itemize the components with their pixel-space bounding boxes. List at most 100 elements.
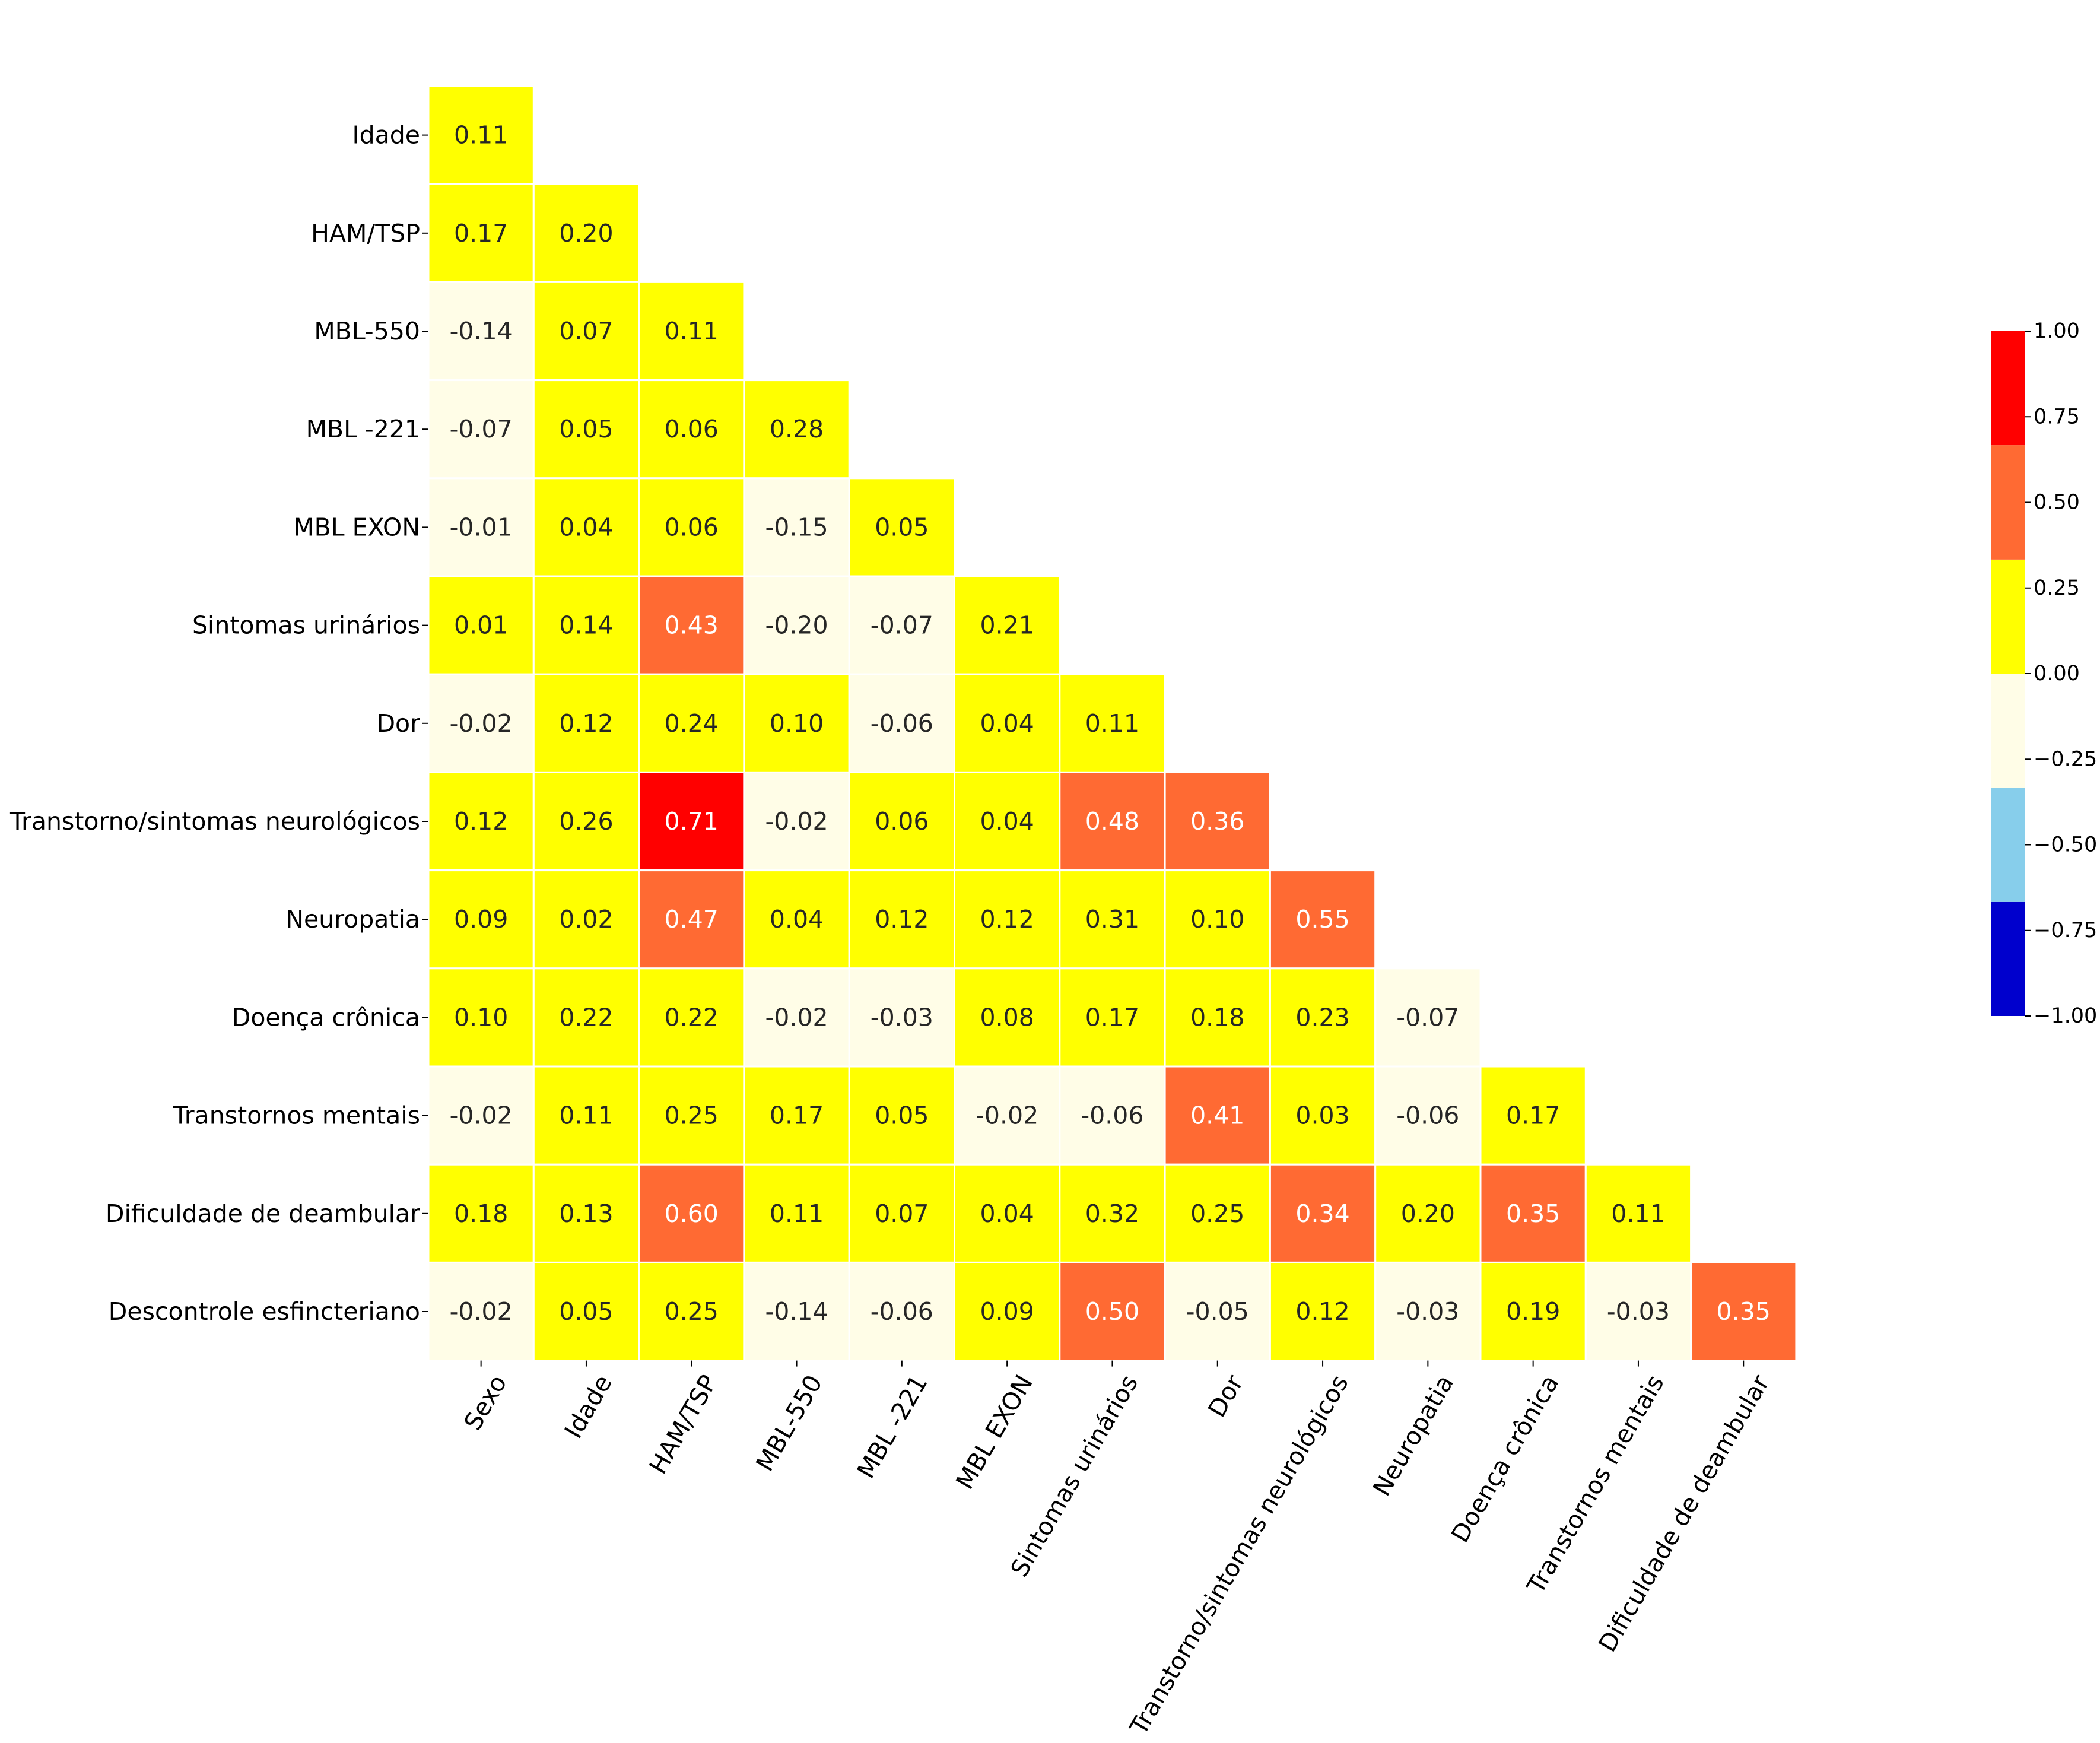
cell-value-label: 0.21 xyxy=(980,611,1034,640)
cell-value-label: 0.10 xyxy=(1190,905,1244,934)
heatmap-cell xyxy=(532,967,640,1068)
heatmap-cell xyxy=(1164,1163,1271,1263)
heatmap-cell xyxy=(1164,1261,1271,1362)
heatmap-cell xyxy=(1059,1163,1166,1263)
heatmap-cell xyxy=(954,967,1061,1068)
cell-value-label: 0.36 xyxy=(1190,807,1244,836)
colorbar-segment xyxy=(1991,788,2025,902)
x-tick-label: Dor xyxy=(1202,1370,1248,1422)
cell-value-label: -0.06 xyxy=(871,1297,933,1326)
cell-value-label: 0.04 xyxy=(980,1199,1034,1228)
heatmap-cell xyxy=(427,1163,535,1263)
heatmap-cell xyxy=(638,1261,745,1362)
cell-value-label: 0.12 xyxy=(980,905,1034,934)
cell-value-label: -0.07 xyxy=(1396,1003,1459,1031)
cell-value-label: -0.14 xyxy=(450,317,513,345)
heatmap-cell xyxy=(427,869,535,970)
heatmap-cell xyxy=(1269,1163,1377,1263)
cell-value-label: 0.43 xyxy=(665,611,719,640)
cell-value-label: 0.03 xyxy=(1295,1101,1349,1130)
cell-value-labels: 0.11 0.17 0.20 -0.14 0.07 0.11 -0.07 0.05 0.06 0.… xyxy=(450,121,1771,1326)
cell-value-label: 0.35 xyxy=(1717,1297,1771,1326)
cell-value-label: 0.17 xyxy=(454,219,508,247)
cell-value-label: -0.06 xyxy=(871,709,933,738)
y-axis: Idade HAM/TSP MBL-550 MBL -221 MBL EXON Sinto… xyxy=(9,121,428,1326)
x-tick-label: MBL -221 xyxy=(852,1370,933,1484)
x-tick-label: MBL-550 xyxy=(750,1370,828,1477)
x-tick-label: Transtorno/sintomas neurológicos xyxy=(1124,1370,1354,1740)
heatmap-cell xyxy=(743,1163,850,1263)
x-axis: Sexo Idade HAM/TSP MBL-550 MBL -221 MBL EXONS… xyxy=(459,1360,1775,1740)
colorbar-tick-label: −0.25 xyxy=(2034,747,2097,771)
cell-value-label: 0.06 xyxy=(875,807,929,836)
colorbar-tick-label: 0.75 xyxy=(2034,405,2080,428)
cell-value-label: 0.17 xyxy=(770,1101,824,1130)
cell-value-label: 0.04 xyxy=(559,513,613,541)
heatmap-cell xyxy=(848,967,955,1068)
cell-value-label: 0.11 xyxy=(770,1199,824,1228)
heatmap-cell xyxy=(532,575,640,675)
heatmap-cell xyxy=(1059,869,1166,970)
cell-value-label: 0.06 xyxy=(665,513,719,541)
cell-value-label: -0.03 xyxy=(1396,1297,1459,1326)
cell-value-label: 0.11 xyxy=(559,1101,613,1130)
cell-value-label: -0.03 xyxy=(871,1003,933,1031)
cell-value-label: 0.22 xyxy=(665,1003,719,1031)
cell-value-label: 0.26 xyxy=(559,807,613,836)
cell-value-label: -0.02 xyxy=(765,1003,828,1031)
cell-value-label: -0.06 xyxy=(1396,1101,1459,1130)
cell-value-label: 0.12 xyxy=(875,905,929,934)
heatmap-cell xyxy=(638,1163,745,1263)
heatmap-cell xyxy=(532,673,640,773)
cell-value-label: 0.09 xyxy=(454,905,508,934)
colorbar-segment xyxy=(1991,445,2025,560)
cell-value-label: 0.71 xyxy=(665,807,719,836)
y-tick-label: Dificuldade de deambular xyxy=(106,1199,420,1228)
heatmap-cell xyxy=(954,1261,1061,1362)
heatmap-cell xyxy=(427,85,535,185)
cell-value-label: -0.02 xyxy=(450,709,513,738)
colorbar-segment xyxy=(1991,559,2025,674)
cell-value-label: -0.15 xyxy=(765,513,828,541)
cell-value-label: 0.48 xyxy=(1085,807,1139,836)
cell-value-label: 0.25 xyxy=(665,1297,719,1326)
y-tick-label: MBL EXON xyxy=(293,513,420,541)
cell-value-label: 0.24 xyxy=(665,709,719,738)
heatmap-cell xyxy=(427,1065,535,1166)
cell-value-label: 0.11 xyxy=(1611,1199,1665,1228)
cell-value-label: -0.07 xyxy=(871,611,933,640)
cell-value-label: 0.25 xyxy=(665,1101,719,1130)
heatmap-cell xyxy=(954,1065,1061,1166)
y-tick-label: HAM/TSP xyxy=(311,219,420,247)
cell-value-label: -0.06 xyxy=(1081,1101,1143,1130)
heatmap-cell xyxy=(848,1261,955,1362)
heatmap-cell xyxy=(638,967,745,1068)
heatmap-cell xyxy=(743,379,850,480)
cell-value-label: 0.14 xyxy=(559,611,613,640)
heatmap-cell xyxy=(1374,1261,1482,1362)
heatmap-cell xyxy=(954,575,1061,675)
cell-value-label: 0.04 xyxy=(980,807,1034,836)
heatmap-cell xyxy=(1479,1065,1587,1166)
cell-value-label: -0.02 xyxy=(450,1297,513,1326)
heatmap-cell xyxy=(427,673,535,773)
cell-value-label: 0.18 xyxy=(1190,1003,1244,1031)
cell-value-label: 0.11 xyxy=(454,121,508,150)
cell-value-label: -0.02 xyxy=(976,1101,1038,1130)
cell-value-label: -0.14 xyxy=(765,1297,828,1326)
cell-value-label: 0.20 xyxy=(1401,1199,1455,1228)
heatmap-cell xyxy=(427,1261,535,1362)
cell-value-label: -0.01 xyxy=(450,513,513,541)
y-tick-label: Idade xyxy=(352,121,421,150)
cell-value-label: 0.05 xyxy=(559,1297,613,1326)
heatmap-cell xyxy=(427,967,535,1068)
heatmap-cell xyxy=(1269,967,1377,1068)
cell-value-label: 0.11 xyxy=(1085,709,1139,738)
cell-value-label: 0.18 xyxy=(454,1199,508,1228)
heatmap-cell xyxy=(1690,1261,1797,1362)
heatmap-cell xyxy=(1374,1163,1482,1263)
cell-value-label: 0.35 xyxy=(1506,1199,1560,1228)
cell-value-label: 0.01 xyxy=(454,611,508,640)
heatmap-cell xyxy=(1374,967,1482,1068)
cell-value-label: 0.05 xyxy=(875,1101,929,1130)
